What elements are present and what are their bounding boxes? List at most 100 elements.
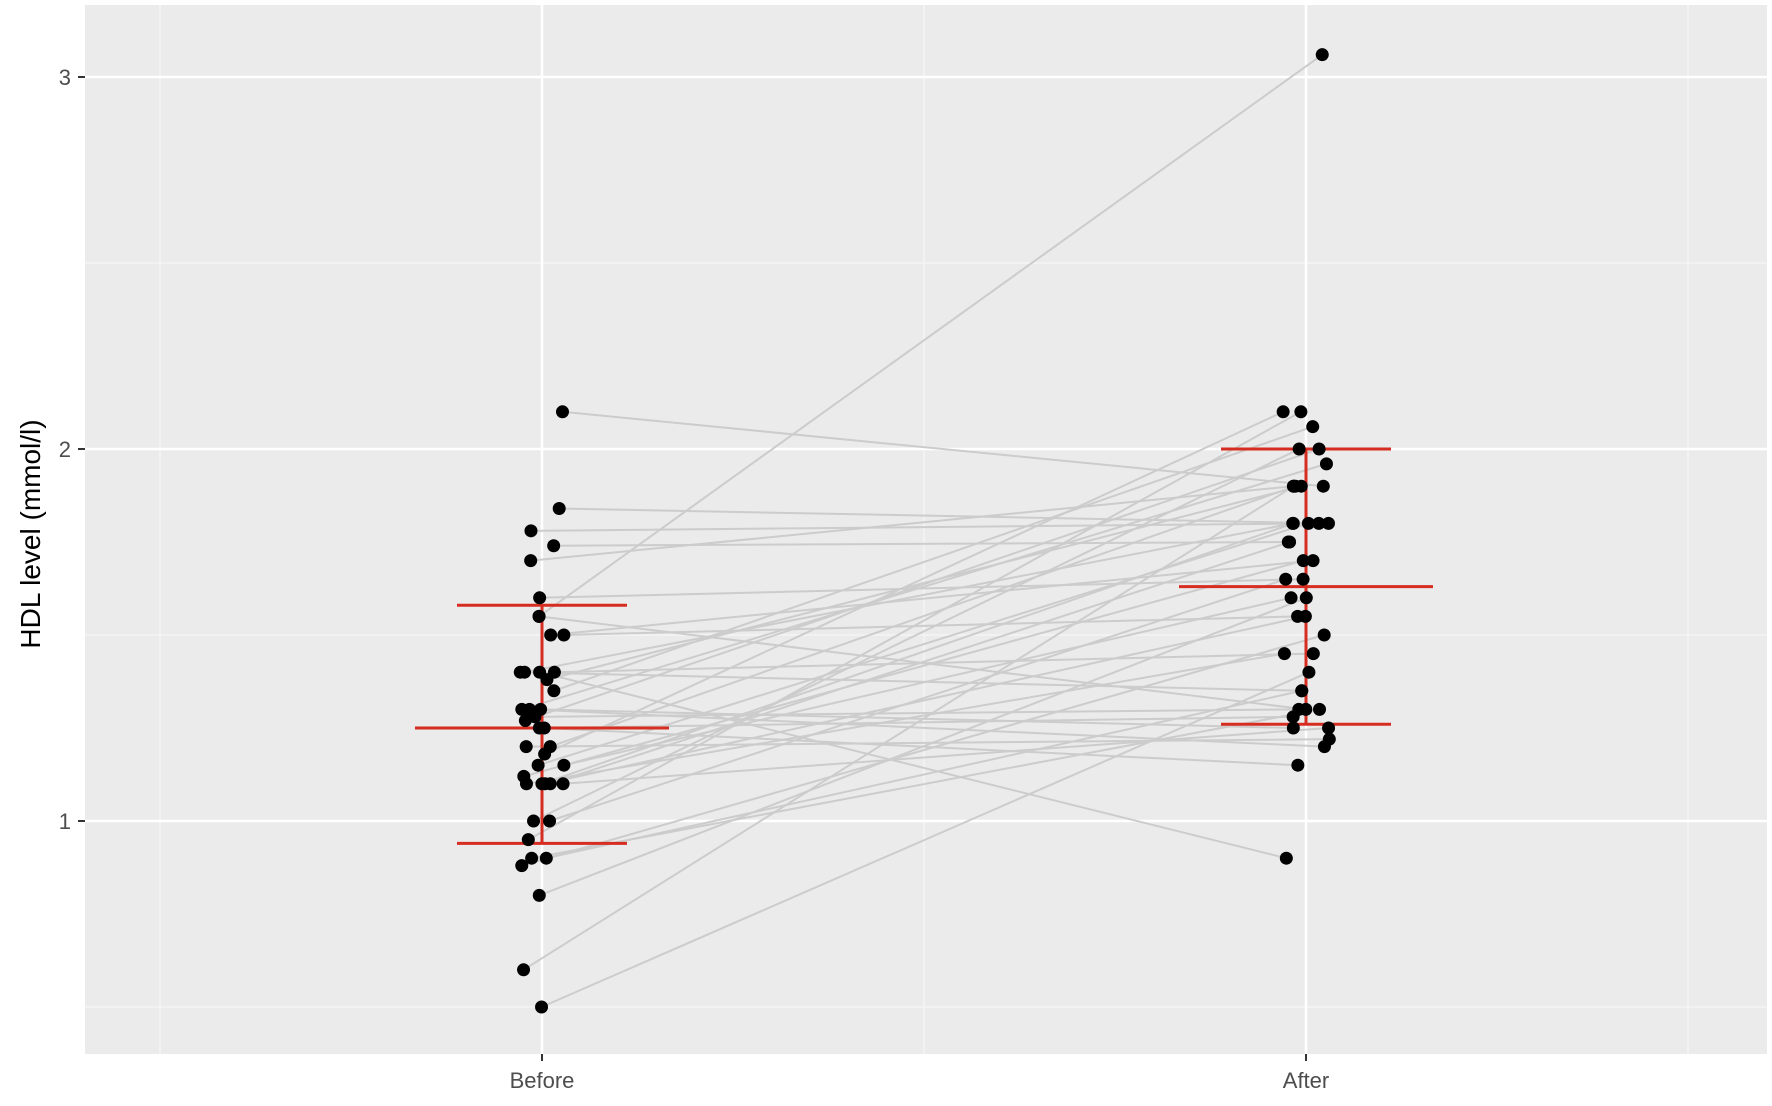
- data-point-before: [547, 539, 561, 553]
- data-point-after: [1286, 516, 1300, 530]
- data-point-before: [533, 665, 547, 679]
- pair-line: [544, 410, 1284, 755]
- pair-line: [520, 671, 1302, 692]
- pair-line: [527, 410, 1302, 841]
- data-point-after: [1313, 702, 1327, 716]
- pair-line: [529, 708, 1325, 748]
- pair-line: [523, 559, 1304, 778]
- pair-line: [554, 652, 1314, 674]
- plot-panel: [85, 5, 1767, 1054]
- data-point-before: [538, 777, 552, 791]
- data-point-after: [1316, 479, 1330, 493]
- data-point-before: [552, 502, 566, 516]
- data-point-after: [1322, 721, 1336, 735]
- pair-line: [538, 615, 1306, 711]
- pair-line: [538, 53, 1323, 618]
- data-point-after: [1317, 740, 1331, 754]
- data-point-after: [1295, 684, 1309, 698]
- data-point-before: [557, 628, 571, 642]
- data-point-after: [1292, 442, 1306, 456]
- data-point-after: [1315, 48, 1329, 62]
- data-point-after: [1284, 591, 1298, 605]
- data-point-after: [1277, 647, 1291, 661]
- pair-line: [563, 615, 1298, 636]
- data-point-before: [532, 888, 546, 902]
- data-point-before: [521, 833, 535, 847]
- data-point-after: [1296, 554, 1310, 568]
- pair-line: [549, 485, 1296, 748]
- pair-line: [533, 448, 1300, 822]
- data-point-before: [557, 758, 571, 772]
- data-point-before: [544, 628, 558, 642]
- data-point-before: [513, 665, 527, 679]
- pair-line: [540, 708, 1294, 729]
- pair-line: [539, 715, 1294, 729]
- pair-line: [553, 541, 1289, 547]
- x-axis-ticks: Before After: [510, 1054, 1329, 1093]
- data-point-before: [531, 758, 545, 772]
- data-point-after: [1286, 721, 1300, 735]
- data-point-after: [1312, 442, 1326, 456]
- data-point-after: [1279, 572, 1293, 586]
- pair-line: [524, 522, 1293, 674]
- y-axis-title: HDL level (mmol/l): [15, 419, 46, 648]
- data-point-after: [1281, 535, 1295, 549]
- pair-line: [531, 708, 1320, 860]
- data-point-before: [538, 747, 552, 761]
- grid-major: [85, 5, 1767, 1054]
- data-point-before: [517, 963, 531, 977]
- pair-line: [562, 410, 1324, 488]
- data-point-after: [1279, 851, 1293, 865]
- grid-minor: [85, 5, 1767, 1054]
- pair-line: [539, 671, 1287, 860]
- data-point-before: [527, 814, 541, 828]
- data-point-before: [524, 524, 538, 538]
- data-point-before: [517, 769, 531, 783]
- data-point-after: [1312, 516, 1326, 530]
- data-point-after: [1299, 702, 1313, 716]
- pair-line: [541, 671, 1310, 1008]
- pair-line: [530, 485, 1294, 562]
- data-point-after: [1317, 628, 1331, 642]
- x-tick-label: Before: [510, 1068, 575, 1093]
- pair-line: [537, 522, 1309, 767]
- data-point-before: [515, 859, 529, 873]
- data-point-before: [533, 591, 547, 605]
- data-point-before: [543, 814, 557, 828]
- data-point-before: [535, 1000, 549, 1014]
- data-point-after: [1299, 591, 1313, 605]
- data-point-after: [1276, 405, 1290, 419]
- data-point-before: [555, 405, 569, 419]
- pair-line: [559, 507, 1329, 525]
- data-point-before: [519, 740, 533, 754]
- pair-line: [550, 559, 1314, 636]
- pair-line: [521, 462, 1327, 711]
- data-point-after: [1306, 554, 1320, 568]
- data-point-before: [532, 609, 546, 623]
- data-point-after: [1291, 609, 1305, 623]
- data-point-before: [556, 777, 570, 791]
- pair-line: [563, 727, 1329, 785]
- pair-lines: [520, 53, 1330, 1008]
- data-point-after: [1286, 479, 1300, 493]
- data-point-before: [522, 702, 536, 716]
- data-point-before: [539, 851, 553, 865]
- pair-line: [546, 485, 1302, 681]
- pair-line: [539, 578, 1304, 599]
- data-point-before: [524, 554, 538, 568]
- y-tick-label: 3: [59, 65, 71, 90]
- pair-line: [553, 425, 1314, 692]
- data-point-after: [1319, 457, 1333, 471]
- pair-line: [544, 615, 1306, 785]
- data-point-after: [1306, 420, 1320, 434]
- data-point-after: [1296, 572, 1310, 586]
- data-points: [513, 48, 1336, 1014]
- data-point-before: [537, 721, 551, 735]
- pair-line: [544, 727, 1298, 767]
- data-point-after: [1306, 647, 1320, 661]
- data-point-before: [547, 665, 561, 679]
- y-tick-label: 1: [59, 809, 71, 834]
- data-point-before: [525, 851, 539, 865]
